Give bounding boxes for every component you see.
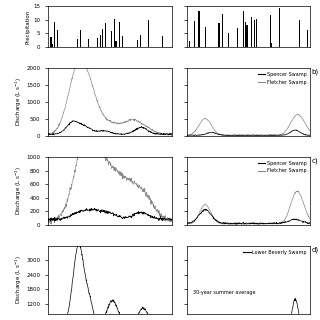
Bar <box>52 44 53 47</box>
Bar <box>111 31 112 47</box>
Bar <box>269 15 271 47</box>
Bar <box>137 40 138 47</box>
Y-axis label: Precipitation: Precipitation <box>26 10 31 44</box>
Bar <box>189 41 190 47</box>
Bar <box>198 11 200 47</box>
Bar <box>271 43 272 47</box>
Bar <box>237 28 238 47</box>
Bar <box>51 36 52 47</box>
Bar <box>122 36 123 47</box>
Bar <box>140 36 141 47</box>
Bar <box>100 35 101 47</box>
Bar <box>307 30 308 47</box>
Bar <box>77 39 78 47</box>
Bar <box>101 29 103 47</box>
Y-axis label: Discharge (L s$^{-1}$): Discharge (L s$^{-1}$) <box>13 166 24 215</box>
Text: 30-year summer average: 30-year summer average <box>193 290 255 295</box>
Legend: Spencer Swamp, Fletcher Swamp: Spencer Swamp, Fletcher Swamp <box>257 160 308 175</box>
Text: c): c) <box>312 157 318 164</box>
Y-axis label: Discharge (L s$^{-1}$): Discharge (L s$^{-1}$) <box>13 78 24 126</box>
Text: b): b) <box>312 68 319 75</box>
Bar <box>279 9 280 47</box>
Bar <box>162 36 163 47</box>
Bar <box>251 18 252 47</box>
Bar <box>80 30 81 47</box>
Bar <box>148 20 149 47</box>
Legend: Spencer Swamp, Fletcher Swamp: Spencer Swamp, Fletcher Swamp <box>257 71 308 86</box>
Text: d): d) <box>312 246 319 252</box>
Bar <box>243 11 244 47</box>
Bar <box>186 25 187 47</box>
Bar <box>105 23 106 47</box>
Bar <box>221 14 223 47</box>
Bar <box>219 23 220 47</box>
Bar <box>245 22 246 47</box>
Bar <box>88 39 89 47</box>
Bar <box>254 20 255 47</box>
Bar <box>256 19 257 47</box>
Bar <box>114 19 115 47</box>
Bar <box>204 27 206 47</box>
Bar <box>116 41 117 47</box>
Bar <box>118 22 120 47</box>
Bar <box>246 25 248 47</box>
Y-axis label: Discharge (L s$^{-1}$): Discharge (L s$^{-1}$) <box>13 255 24 304</box>
Bar <box>57 30 58 47</box>
Bar <box>299 20 300 47</box>
Legend: Lower Beverly Swamp: Lower Beverly Swamp <box>242 248 308 256</box>
Bar <box>53 22 55 47</box>
Bar <box>228 33 229 47</box>
Bar <box>97 38 98 47</box>
Bar <box>194 21 195 47</box>
